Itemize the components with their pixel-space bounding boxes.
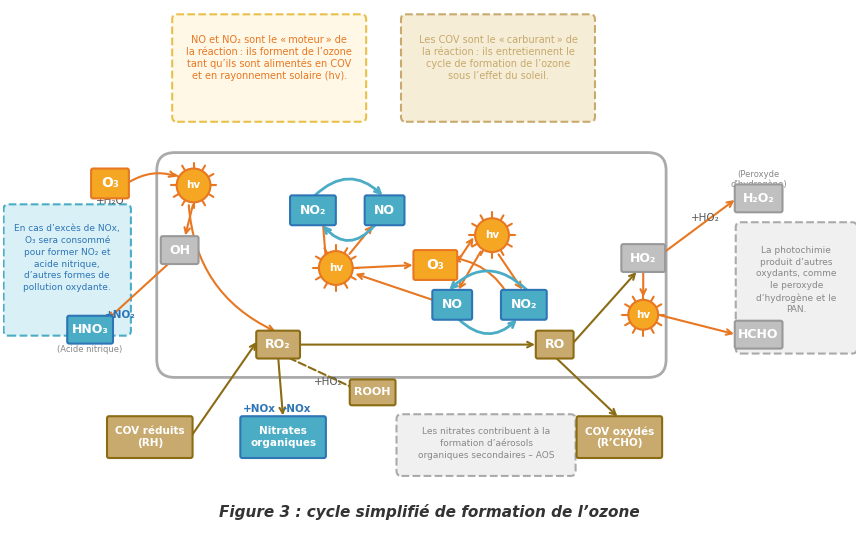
Text: ROOH: ROOH (354, 388, 391, 397)
Text: -NOx: -NOx (283, 404, 311, 414)
Text: produit d’autres: produit d’autres (760, 257, 832, 266)
Text: tant qu’ils sont alimentés en COV: tant qu’ils sont alimentés en COV (187, 59, 351, 69)
Text: La photochimie: La photochimie (762, 245, 831, 255)
Text: +HO₂: +HO₂ (691, 213, 719, 224)
FancyBboxPatch shape (734, 184, 782, 212)
Text: (Peroxyde: (Peroxyde (738, 170, 780, 179)
FancyBboxPatch shape (396, 414, 576, 476)
Text: COV oxydés
(R’CHO): COV oxydés (R’CHO) (584, 426, 654, 448)
FancyBboxPatch shape (91, 168, 129, 198)
FancyBboxPatch shape (432, 290, 472, 320)
Text: la réaction : ils forment de l’ozone: la réaction : ils forment de l’ozone (186, 47, 352, 57)
Text: HO₂: HO₂ (630, 251, 656, 265)
FancyBboxPatch shape (3, 204, 131, 336)
Text: NO₂: NO₂ (511, 299, 537, 311)
Text: +HO₂: +HO₂ (313, 377, 342, 388)
Text: NO et NO₂ sont le « moteur » de: NO et NO₂ sont le « moteur » de (191, 35, 347, 45)
Text: +H₂O: +H₂O (95, 196, 124, 206)
Text: le peroxyde: le peroxyde (770, 281, 823, 291)
Text: H₂O₂: H₂O₂ (743, 192, 775, 205)
Text: PAN.: PAN. (786, 306, 807, 314)
Text: En cas d’excès de NOx,: En cas d’excès de NOx, (15, 224, 120, 233)
Circle shape (319, 251, 353, 285)
Text: la réaction : ils entretiennent le: la réaction : ils entretiennent le (421, 47, 574, 57)
FancyBboxPatch shape (290, 196, 335, 225)
Circle shape (475, 218, 509, 252)
Text: RO: RO (545, 338, 565, 351)
Text: pour former NO₂ et: pour former NO₂ et (24, 248, 111, 257)
Text: NO: NO (442, 299, 462, 311)
Text: d’autres formes de: d’autres formes de (24, 271, 110, 280)
Text: organiques secondaires – AOS: organiques secondaires – AOS (418, 451, 554, 459)
Text: Figure 3 : cycle simplifié de formation de l’ozone: Figure 3 : cycle simplifié de formation … (219, 504, 640, 520)
Text: d’hydrogène): d’hydrogène) (730, 180, 787, 189)
Text: hv: hv (186, 181, 201, 190)
FancyBboxPatch shape (734, 321, 782, 348)
FancyBboxPatch shape (107, 416, 192, 458)
FancyBboxPatch shape (501, 290, 547, 320)
FancyBboxPatch shape (365, 196, 404, 225)
Text: COV réduits
(RH): COV réduits (RH) (115, 426, 184, 448)
Text: O₃: O₃ (101, 176, 119, 190)
Text: OH: OH (169, 243, 190, 257)
FancyBboxPatch shape (172, 14, 366, 122)
Text: +NO₂: +NO₂ (105, 310, 136, 320)
FancyBboxPatch shape (621, 244, 665, 272)
Text: HCHO: HCHO (739, 328, 779, 341)
Text: hv: hv (329, 263, 343, 273)
Text: +NOx: +NOx (243, 404, 275, 414)
FancyBboxPatch shape (240, 416, 326, 458)
FancyBboxPatch shape (414, 250, 457, 280)
Text: O₃ sera consommé: O₃ sera consommé (25, 236, 110, 244)
FancyBboxPatch shape (535, 331, 574, 359)
FancyBboxPatch shape (577, 416, 662, 458)
Text: hv: hv (636, 310, 650, 320)
FancyBboxPatch shape (736, 222, 857, 354)
Text: NO₂: NO₂ (299, 204, 326, 217)
Text: oxydants, comme: oxydants, comme (756, 270, 837, 279)
Circle shape (628, 300, 658, 330)
Text: HNO₃: HNO₃ (72, 323, 109, 336)
FancyBboxPatch shape (257, 331, 300, 359)
Text: pollution oxydante.: pollution oxydante. (23, 284, 111, 293)
Text: RO₂: RO₂ (265, 338, 291, 351)
Text: O₃: O₃ (426, 258, 444, 272)
Text: Les COV sont le « carburant » de: Les COV sont le « carburant » de (419, 35, 577, 45)
Text: (Acide nitrique): (Acide nitrique) (57, 345, 123, 354)
Text: Nitrates
organiques: Nitrates organiques (250, 426, 316, 448)
Text: cycle de formation de l’ozone: cycle de formation de l’ozone (426, 59, 570, 69)
Text: et en rayonnement solaire (hv).: et en rayonnement solaire (hv). (191, 71, 347, 81)
Text: acide nitrique,: acide nitrique, (34, 259, 100, 269)
Text: d’hydrogène et le: d’hydrogène et le (756, 293, 837, 303)
Text: sous l’effet du soleil.: sous l’effet du soleil. (448, 71, 548, 81)
Text: NO: NO (374, 204, 395, 217)
Text: formation d’aérosols: formation d’aérosols (439, 438, 533, 448)
FancyBboxPatch shape (401, 14, 595, 122)
FancyBboxPatch shape (160, 236, 198, 264)
Text: hv: hv (485, 230, 499, 240)
FancyBboxPatch shape (67, 316, 113, 344)
Text: Les nitrates contribuent à la: Les nitrates contribuent à la (422, 427, 550, 436)
Circle shape (177, 168, 210, 203)
FancyBboxPatch shape (350, 379, 396, 405)
